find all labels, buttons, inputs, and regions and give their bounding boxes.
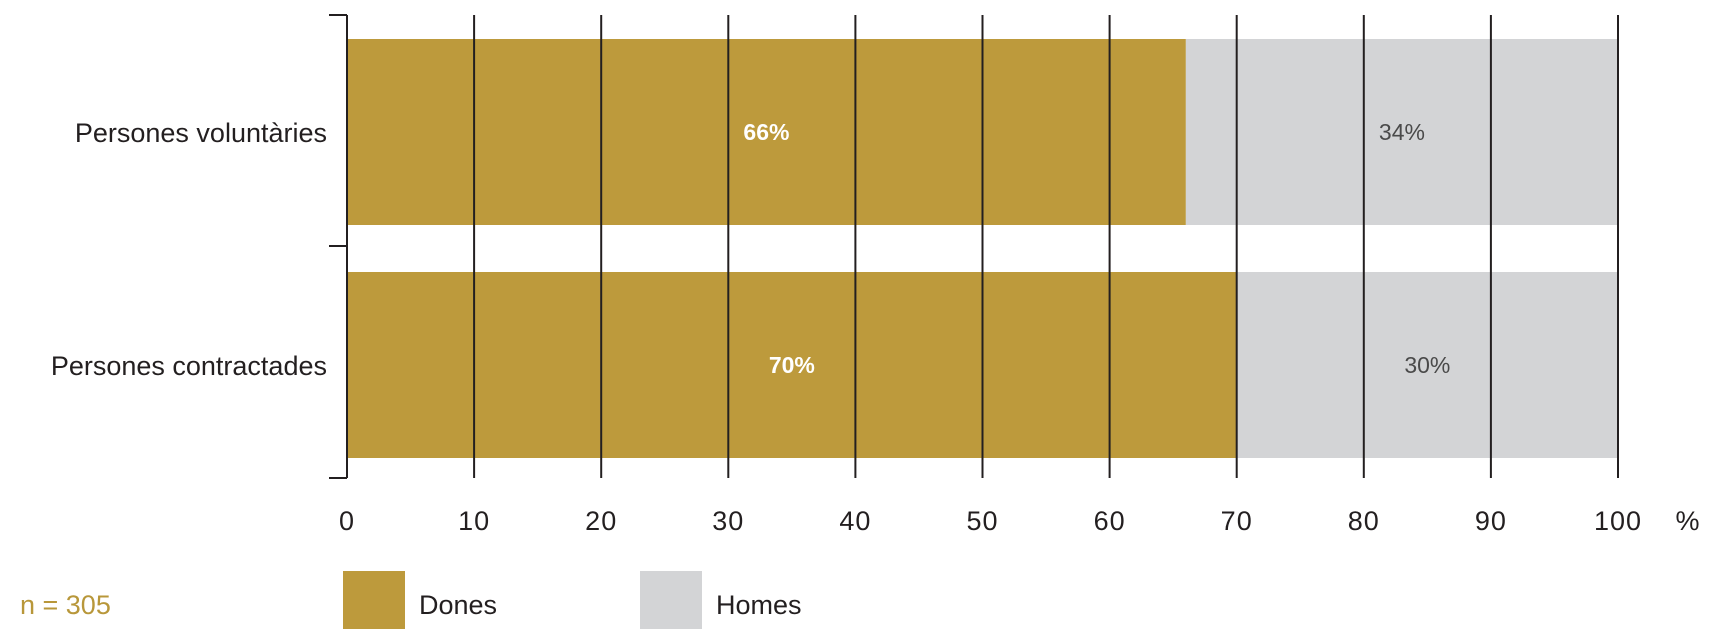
x-tick-label: 10 — [458, 506, 490, 536]
data-label: 30% — [1404, 352, 1450, 378]
x-tick-label: 20 — [585, 506, 617, 536]
category-label: Persones voluntàries — [75, 118, 327, 148]
data-label: 34% — [1379, 119, 1425, 145]
sample-size-note: n = 305 — [20, 590, 111, 620]
x-tick-label: 70 — [1221, 506, 1253, 536]
bar-segment — [347, 39, 1186, 225]
bar-segment — [1236, 272, 1618, 458]
legend-swatch — [640, 571, 702, 629]
x-axis-unit: % — [1675, 506, 1700, 536]
x-tick-label: 50 — [966, 506, 998, 536]
bar-segment — [1185, 39, 1618, 225]
x-tick-label: 90 — [1475, 506, 1507, 536]
x-tick-label: 100 — [1594, 506, 1642, 536]
x-tick-label: 40 — [839, 506, 871, 536]
x-tick-label: 80 — [1348, 506, 1380, 536]
bar-segment — [347, 272, 1237, 458]
x-tick-label: 60 — [1094, 506, 1126, 536]
data-label: 70% — [769, 352, 815, 378]
legend-swatch — [343, 571, 405, 629]
legend: Dones Homes n = 305 — [20, 571, 802, 629]
labels-layer: 66% 34% Persones voluntàries 70% 30% Persones… — [51, 118, 1700, 536]
bars-layer — [347, 39, 1618, 458]
legend-label: Homes — [716, 590, 802, 620]
x-tick-label: 30 — [712, 506, 744, 536]
legend-label: Dones — [419, 590, 497, 620]
category-label: Persones contractades — [51, 351, 327, 381]
x-tick-label: 0 — [339, 506, 355, 536]
data-label: 66% — [743, 119, 789, 145]
axis-layer — [329, 14, 1619, 479]
